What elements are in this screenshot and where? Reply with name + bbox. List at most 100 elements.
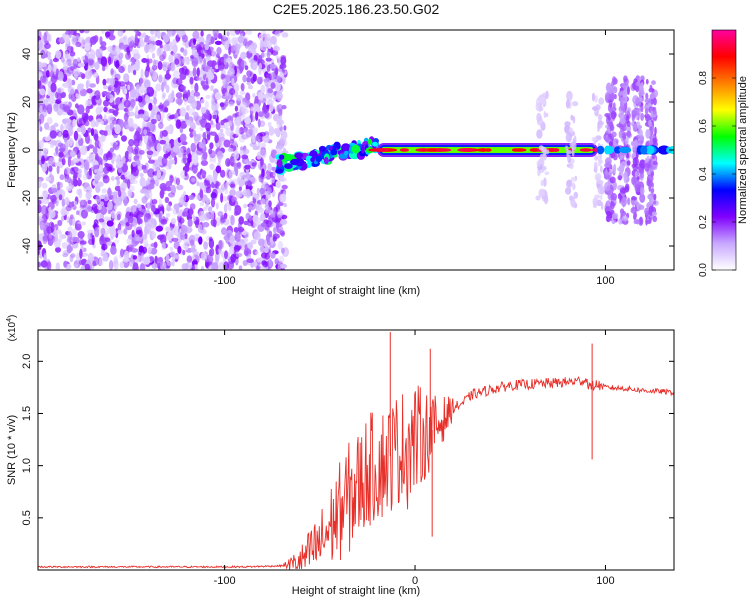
noise-blob xyxy=(84,42,91,52)
trace-peak xyxy=(457,148,474,152)
noise-blob xyxy=(73,200,78,206)
noise-blob xyxy=(259,148,267,159)
burst-blob xyxy=(646,180,651,187)
noise-blob xyxy=(261,168,265,178)
burst-blob xyxy=(604,162,611,168)
noise-blob xyxy=(103,114,107,122)
noise-blob xyxy=(58,151,64,158)
noise-blob xyxy=(95,194,101,204)
noise-blob xyxy=(159,102,163,112)
noise-blob xyxy=(234,241,242,246)
noise-blob xyxy=(279,64,284,70)
colorbar-tick-label: 0.2 xyxy=(698,215,709,229)
noise-blob xyxy=(267,187,272,195)
colorbar-tick-label: 0.6 xyxy=(698,119,709,133)
noise-blob xyxy=(71,35,77,46)
noise-blob xyxy=(248,215,253,222)
noise-blob xyxy=(199,119,206,124)
noise-blob xyxy=(210,36,215,44)
noise-blob xyxy=(196,181,200,187)
noise-blob xyxy=(243,203,248,209)
noise-blob xyxy=(235,126,241,137)
spectrogram-image xyxy=(38,30,674,270)
burst-blob xyxy=(571,140,577,151)
noise-blob xyxy=(62,82,70,88)
noise-blob xyxy=(260,142,266,149)
noise-blob xyxy=(265,57,272,62)
noise-blob xyxy=(130,101,135,109)
noise-blob xyxy=(269,63,277,69)
noise-blob xyxy=(230,254,236,263)
burst-blob xyxy=(539,191,546,196)
y-tick-label: 1.0 xyxy=(21,458,33,473)
noise-blob xyxy=(240,83,245,92)
noise-blob xyxy=(188,40,192,48)
noise-blob xyxy=(172,52,178,58)
noise-blob xyxy=(244,123,251,128)
noise-blob xyxy=(47,87,52,97)
noise-blob xyxy=(205,94,211,99)
noise-blob xyxy=(206,254,214,265)
noise-blob xyxy=(132,262,139,270)
burst-blob xyxy=(632,156,639,167)
noise-blob xyxy=(283,125,287,131)
noise-blob xyxy=(93,133,99,141)
noise-blob xyxy=(212,114,217,120)
noise-blob xyxy=(262,94,269,99)
burst-blob xyxy=(621,215,629,222)
noise-blob xyxy=(164,196,170,204)
noise-blob xyxy=(98,257,104,266)
noise-blob xyxy=(201,169,206,177)
noise-blob xyxy=(127,84,131,91)
noise-blob xyxy=(187,218,193,227)
noise-blob xyxy=(166,142,172,152)
noise-blob xyxy=(265,220,272,228)
noise-blob xyxy=(262,134,270,143)
noise-blob xyxy=(112,191,119,196)
noise-blob xyxy=(207,72,215,81)
noise-blob xyxy=(242,260,248,266)
noise-blob xyxy=(204,39,210,45)
noise-blob xyxy=(79,248,83,259)
burst-blob xyxy=(645,129,651,137)
noise-blob xyxy=(264,184,269,190)
noise-blob xyxy=(168,115,175,120)
noise-blob xyxy=(160,218,168,225)
noise-blob xyxy=(101,30,105,34)
noise-blob xyxy=(100,194,105,200)
noise-blob xyxy=(199,182,205,189)
noise-blob xyxy=(277,225,284,234)
noise-blob xyxy=(260,222,267,228)
trace-blob xyxy=(330,149,338,156)
burst-blob xyxy=(651,80,656,85)
noise-blob xyxy=(256,187,260,196)
noise-blob xyxy=(275,180,281,189)
noise-blob xyxy=(165,62,171,68)
noise-blob xyxy=(213,89,219,94)
snr-y-label: SNR (10 * v/v) xyxy=(6,415,18,485)
noise-blob xyxy=(151,204,156,213)
noise-blob xyxy=(207,68,215,74)
burst-blob xyxy=(617,193,622,200)
noise-blob xyxy=(67,226,73,233)
noise-blob xyxy=(124,171,132,180)
burst-blob xyxy=(605,83,612,93)
noise-blob xyxy=(158,74,163,83)
noise-blob xyxy=(159,234,167,245)
noise-blob xyxy=(151,108,156,119)
noise-blob xyxy=(165,213,171,218)
noise-blob xyxy=(100,56,108,67)
noise-blob xyxy=(203,179,210,186)
noise-blob xyxy=(258,111,264,118)
noise-blob xyxy=(128,111,135,117)
noise-blob xyxy=(180,224,188,234)
noise-blob xyxy=(158,212,162,223)
noise-blob xyxy=(139,140,143,147)
noise-blob xyxy=(66,238,71,243)
noise-blob xyxy=(253,231,261,241)
noise-blob xyxy=(226,115,234,123)
noise-blob xyxy=(271,166,277,171)
noise-blob xyxy=(161,156,168,167)
noise-blob xyxy=(136,84,140,90)
noise-blob xyxy=(56,87,64,94)
